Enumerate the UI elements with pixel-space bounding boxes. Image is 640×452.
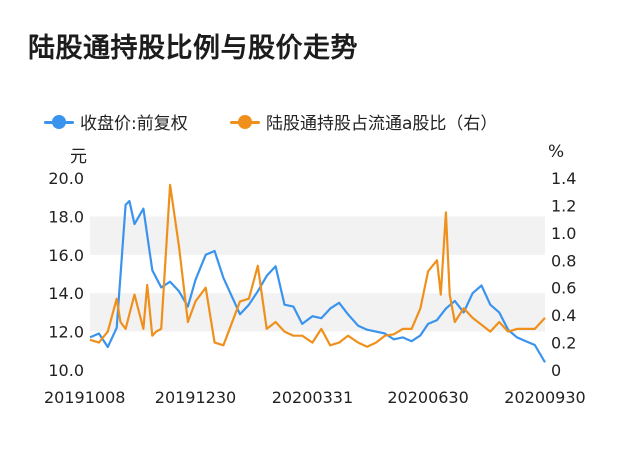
y-right-tick-label: 0.8: [551, 251, 576, 270]
series-line-ratio: [89, 183, 546, 348]
legend-item-ratio[interactable]: 陆股通持股占流通a股比（右）: [230, 109, 497, 134]
y-right-tick-label: 1.4: [551, 169, 576, 188]
x-tick-label: 20200930: [504, 388, 585, 407]
legend-ratio-label: 陆股通持股占流通a股比（右）: [266, 114, 498, 134]
grid-band: [90, 293, 545, 332]
left-axis-unit: 元: [70, 147, 87, 167]
x-tick-label: 20191008: [44, 388, 125, 407]
x-tick-label: 20191230: [155, 388, 236, 407]
y-left-tick-label: 18.0: [48, 207, 84, 226]
chart-title: 陆股通持股比例与股价走势: [28, 33, 358, 64]
legend-price-marker: [44, 114, 74, 130]
y-left-tick-label: 20.0: [48, 169, 84, 188]
y-right-tick-label: 0.2: [551, 334, 576, 353]
right-axis-unit: %: [548, 142, 565, 162]
y-right-tick-label: 1.0: [551, 224, 576, 243]
y-right-tick-label: 0.4: [551, 306, 576, 325]
y-right-tick-label: 0: [551, 361, 561, 380]
y-left-tick-label: 14.0: [48, 284, 84, 303]
y-right-tick-label: 1.2: [551, 196, 576, 215]
legend-item-price[interactable]: 收盘价:前复权: [44, 109, 188, 134]
y-left-tick-label: 16.0: [48, 246, 84, 265]
y-right-tick-label: 0.6: [551, 279, 576, 298]
y-left-tick-label: 12.0: [48, 323, 84, 342]
legend-price-label: 收盘价:前复权: [80, 114, 188, 134]
series-line-price: [89, 199, 546, 363]
legend-ratio-marker: [230, 114, 260, 130]
x-tick-label: 20200630: [387, 388, 468, 407]
grid-band: [90, 216, 545, 255]
y-left-tick-label: 10.0: [48, 361, 84, 380]
x-tick-label: 20200331: [272, 388, 353, 407]
